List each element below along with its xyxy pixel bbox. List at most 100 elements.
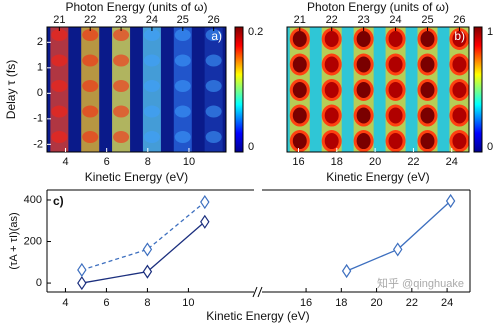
intensity-spot [174, 29, 191, 41]
marker [445, 193, 456, 209]
y-tick-label: 400 [24, 194, 42, 206]
top-axis-label: Photon Energy (units of ω) [65, 0, 207, 14]
y-axis-label: (τA + τI)(as) [8, 212, 20, 269]
intensity-spot [205, 131, 222, 144]
intensity-spot [51, 80, 68, 93]
intensity-spot [292, 107, 307, 124]
x-tick-label: 20 [370, 297, 382, 309]
intensity-spot [113, 131, 130, 144]
intensity-spot [324, 133, 339, 150]
marker [341, 263, 352, 279]
intensity-spot [324, 31, 339, 47]
intensity-spot [292, 82, 307, 99]
top-tick-label: 21 [53, 14, 65, 26]
x-tick-label: 20 [369, 156, 381, 168]
x-tick-label: 18 [331, 156, 343, 168]
colorbar-tick-label: 0.2 [248, 26, 263, 38]
x-axis-label: Kinetic Energy (eV) [206, 309, 309, 323]
top-tick-label: 22 [84, 14, 96, 26]
intensity-spot [205, 105, 222, 118]
top-tick-label: 25 [421, 14, 433, 26]
heatmap-background [47, 27, 226, 152]
y-tick-label: 1 [37, 62, 43, 74]
intensity-spot [82, 29, 99, 41]
intensity-spot [292, 31, 307, 47]
panel-label: a) [211, 29, 222, 43]
x-tick-label: 18 [335, 297, 347, 309]
break-mark [252, 286, 258, 298]
marker [200, 214, 210, 229]
marker [200, 194, 210, 210]
x-tick-label: 4 [62, 297, 68, 309]
intensity-spot [388, 82, 403, 99]
y-tick-label: 200 [24, 235, 42, 247]
intensity-spot [324, 56, 339, 73]
top-tick-label: 23 [115, 14, 127, 26]
intensity-spot [420, 107, 435, 124]
colorbar [473, 26, 483, 153]
marker [393, 242, 403, 257]
heatmap [287, 27, 469, 152]
intensity-spot [82, 80, 99, 93]
x-tick-label: 4 [62, 156, 68, 168]
colorbar-tick-label: 1 [487, 26, 493, 38]
intensity-spot [292, 133, 307, 150]
intensity-spot [174, 80, 191, 93]
intensity-spot [388, 107, 403, 124]
top-tick-label: 26 [208, 14, 220, 26]
plot-frame [46, 26, 227, 153]
intensity-spot [452, 133, 467, 150]
intensity-spot [452, 56, 467, 73]
panel-label: c) [53, 194, 64, 208]
intensity-spot [205, 29, 222, 41]
intensity-spot [113, 80, 130, 93]
intensity-spot [113, 105, 130, 118]
series-line [81, 221, 206, 284]
marker [77, 262, 87, 278]
top-tick-label: 24 [389, 14, 401, 26]
x-axis-label: Kinetic Energy (eV) [326, 170, 429, 184]
x-tick-label: 10 [183, 156, 195, 168]
break-mark [257, 286, 263, 298]
colorbar-tick-label: 0 [487, 141, 493, 153]
intensity-spot [82, 105, 99, 118]
intensity-spot [452, 31, 467, 47]
intensity-spot [452, 82, 467, 99]
top-tick-label: 26 [453, 14, 465, 26]
x-tick-label: 10 [182, 297, 194, 309]
intensity-spot [51, 54, 68, 67]
axis-break [252, 286, 263, 298]
intensity-spot [356, 56, 371, 73]
intensity-spot [51, 105, 68, 118]
intensity-spot [356, 107, 371, 124]
intensity-spot [51, 131, 68, 144]
x-tick-label: 16 [300, 297, 312, 309]
intensity-spot [420, 56, 435, 73]
intensity-spot [82, 131, 99, 144]
intensity-spot [113, 54, 130, 67]
top-tick-label: 22 [326, 14, 338, 26]
colorbar-tick-label: 0 [248, 141, 254, 153]
intensity-spot [356, 31, 371, 47]
top-tick-label: 21 [294, 14, 306, 26]
intensity-spot [174, 131, 191, 144]
intensity-spot [143, 131, 160, 144]
x-tick-label: 8 [144, 297, 150, 309]
y-axis-label: Delay τ (fs) [4, 60, 18, 119]
x-tick-label: 6 [104, 156, 110, 168]
intensity-spot [356, 133, 371, 150]
plot-frame [286, 26, 470, 153]
x-tick-label: 22 [407, 156, 419, 168]
marker [142, 264, 153, 279]
marker [142, 242, 153, 257]
x-tick-label: 24 [446, 156, 458, 168]
panel-label: b) [454, 29, 465, 43]
y-tick-label: -2 [33, 138, 43, 150]
intensity-spot [205, 54, 222, 67]
intensity-spot [206, 157, 222, 169]
x-tick-label: 22 [406, 297, 418, 309]
intensity-spot [174, 54, 191, 67]
intensity-spot [82, 54, 99, 67]
intensity-spot [82, 157, 98, 169]
